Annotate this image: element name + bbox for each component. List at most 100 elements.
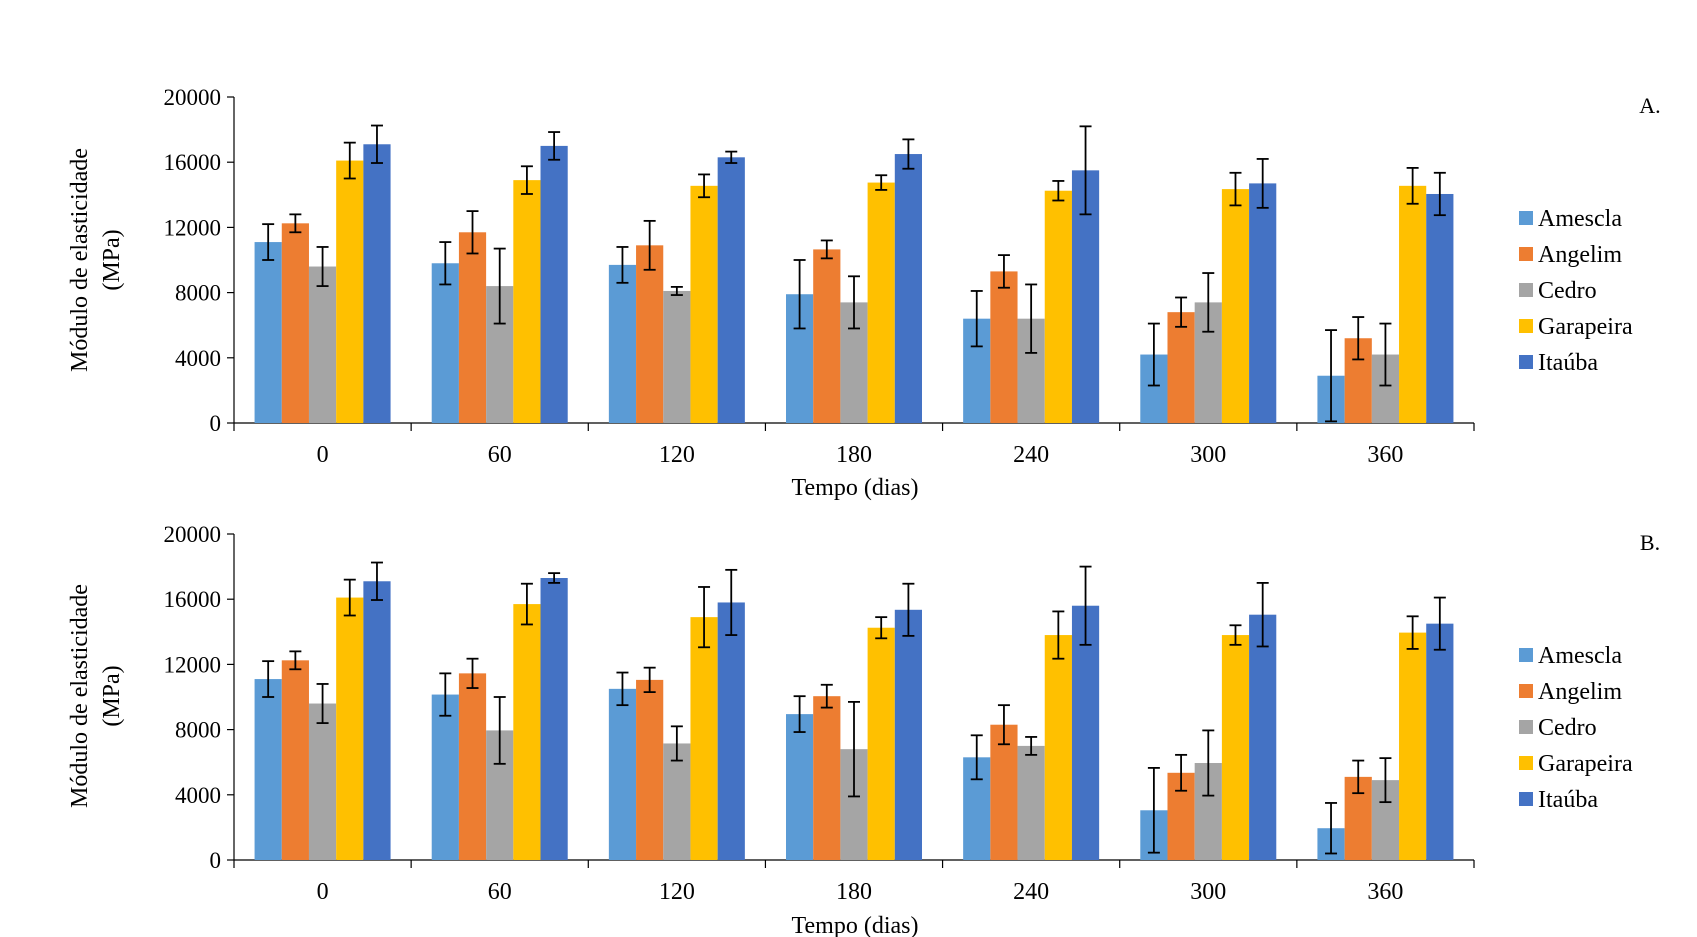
panel-b-plot: 0 4000 8000 12000 16000 20000 0 60 120 180 240 300 3…: [164, 522, 1633, 905]
panel-a-error-bar: [1406, 167, 1419, 205]
panel-b-bar-garapeira-120: [690, 617, 718, 860]
panel-a-error-bar: [1175, 296, 1188, 328]
panel-b-error-bar: [670, 725, 683, 762]
panel-a-legend-swatch: [1519, 247, 1533, 261]
panel-b-legend-swatch: [1519, 648, 1533, 662]
panel-a-error-bar: [548, 131, 561, 161]
panel-b-y-tick-label: 0: [210, 848, 222, 873]
panel-a-error-bar: [670, 285, 683, 296]
panel-b-legend-label: Amescla: [1538, 643, 1622, 669]
panel-b-bar-itaba-120: [717, 602, 745, 860]
panel-b-bar-itaba-0: [363, 581, 391, 860]
panel-a-legend-label: Itaúba: [1538, 350, 1598, 376]
panel-b-error-bar: [1406, 615, 1419, 650]
panel-b-bar-garapeira-180: [867, 627, 895, 860]
panel-a-error-bar: [1352, 316, 1365, 361]
panel-b-y-tick-label: 4000: [175, 783, 221, 808]
panel-a-error-bar: [643, 219, 656, 271]
panel-b-error-bar: [875, 616, 888, 640]
panel-a-error-bar: [316, 246, 329, 287]
panel-b-error-bar: [1433, 596, 1446, 651]
panel-b-bar-itaba-180: [894, 609, 922, 860]
panel-a-xlabel: Tempo (dias): [792, 475, 919, 501]
panel-b-legend-label: Angelim: [1538, 679, 1622, 705]
panel-a-error-bar: [725, 150, 738, 164]
panel-b-bar-garapeira-300: [1221, 635, 1250, 860]
panel-a-error-bar: [439, 241, 452, 286]
panel-b-ylabel-line2: (MPa): [99, 665, 125, 726]
panel-a-error-bar: [1202, 272, 1215, 333]
panel-a-bar-itaba-180: [894, 154, 922, 424]
panel-b-error-bar: [902, 582, 915, 637]
panel-a-bar-garapeira-180: [867, 182, 895, 423]
panel-b-label: B.: [1640, 530, 1660, 555]
panel-a-error-bar: [262, 223, 275, 261]
panel-b-error-bar: [1256, 582, 1269, 648]
panel-a-bar-itaba-300: [1249, 183, 1277, 423]
panel-b-bar-garapeira-360: [1399, 632, 1427, 860]
panel-b-error-bar: [1052, 610, 1065, 660]
panel-a-bar-angelim-120: [636, 245, 664, 423]
panel-a-x-tick-label: 0: [317, 442, 329, 468]
panel-a-bar-cedro-120: [663, 290, 691, 423]
panel-b-legend-swatch: [1519, 720, 1533, 734]
panel-a-bar-amescla-60: [431, 263, 459, 423]
panel-a-error-bar: [848, 275, 860, 330]
panel-a-bar-itaba-360: [1426, 193, 1454, 423]
panel-b-error-bar: [316, 683, 329, 724]
panel-b-error-bar: [439, 672, 452, 717]
panel-a-bar-amescla-120: [608, 264, 637, 423]
panel-a-error-bar: [1229, 171, 1242, 207]
panel-b-x-tick-label: 180: [836, 879, 872, 905]
panel-a-x-tick-label: 120: [659, 442, 695, 468]
panel-b-error-bar: [548, 572, 561, 584]
panel-b-error-bar: [343, 578, 356, 617]
panel-a-legend-swatch: [1519, 283, 1533, 297]
panel-a-error-bar: [1052, 180, 1065, 202]
panel-a-legend-swatch: [1519, 211, 1533, 225]
panel-b-error-bar: [520, 582, 533, 626]
panel-b-error-bar: [466, 657, 479, 689]
panel-b-legend-swatch: [1519, 756, 1533, 770]
panel-a-bar-angelim-240: [990, 271, 1018, 423]
panel-b-bar-amescla-180: [786, 714, 814, 860]
panel-a-error-bar: [997, 254, 1010, 289]
panel-a-bar-itaba-120: [717, 157, 745, 423]
panel-b-bar-angelim-0: [281, 660, 309, 860]
panel-a-error-bar: [1433, 171, 1446, 217]
panel-b-y-tick-label: 8000: [175, 718, 221, 743]
panel-a-y-tick-label: 12000: [164, 215, 222, 240]
panel-a-bar-garapeira-60: [513, 180, 541, 423]
panel-b-error-bar: [970, 734, 983, 781]
panel-a-error-bar: [343, 141, 356, 180]
panel-b-error-bar: [1229, 624, 1242, 646]
panel-a-legend-label: Angelim: [1538, 242, 1622, 268]
panel-a-plot: 0 4000 8000 12000 16000 20000 0 60 120 180 240 300 3…: [164, 85, 1633, 468]
panel-a-ylabel-line1: Módulo de elasticidade: [67, 148, 93, 372]
panel-a-bar-garapeira-360: [1399, 185, 1427, 423]
panel-b-bar-itaba-300: [1249, 614, 1277, 860]
panel-b-bar-garapeira-0: [336, 597, 364, 860]
panel-a-bar-amescla-0: [254, 242, 282, 423]
panel-a-x-tick-label: 240: [1013, 442, 1049, 468]
panel-b-x-tick-label: 300: [1190, 879, 1226, 905]
panel-b-bar-amescla-60: [431, 694, 459, 860]
panel-b-bar-garapeira-240: [1044, 635, 1072, 860]
panel-b-bar-garapeira-60: [513, 604, 541, 860]
panel-b-y-tick-label: 12000: [164, 652, 222, 677]
panel-b-y-tick-label: 16000: [164, 587, 222, 612]
panel-b-ylabel-line1: Módulo de elasticidade: [67, 584, 93, 808]
panel-b-error-bar: [643, 666, 656, 694]
panel-a-bar-itaba-60: [540, 145, 568, 423]
panel-b-x-tick-label: 60: [488, 879, 512, 905]
panel-a-y-tick-label: 16000: [164, 150, 222, 175]
panel-a-y-tick-label: 8000: [175, 281, 221, 306]
panel-b-x-tick-label: 360: [1367, 879, 1403, 905]
panel-a-label: A.: [1639, 93, 1660, 118]
panel-a-legend-swatch: [1519, 355, 1533, 369]
panel-a-error-bar: [1079, 125, 1092, 216]
panel-a-bar-garapeira-300: [1221, 189, 1250, 423]
panel-b-y-tick-label: 20000: [164, 522, 222, 547]
panel-b-error-bar: [1025, 736, 1038, 756]
panel-b-error-bar: [725, 568, 738, 636]
